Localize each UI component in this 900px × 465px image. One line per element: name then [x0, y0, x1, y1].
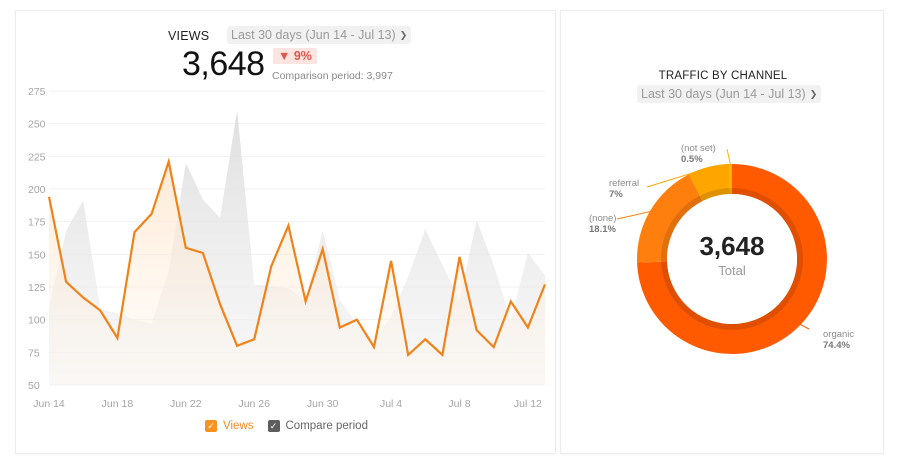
slice-label: (none)	[589, 213, 616, 224]
slice-percentage: 0.5%	[681, 154, 703, 165]
leader-line	[799, 323, 810, 330]
slice-percentage: 18.1%	[589, 224, 616, 235]
views-date-range-dropdown[interactable]: Last 30 days (Jun 14 - Jul 13) ❯	[227, 26, 412, 44]
legend-views-label: Views	[223, 420, 254, 432]
traffic-title: TRAFFIC BY CHANNEL	[658, 70, 788, 82]
donut-total-value: 3,648	[699, 231, 765, 261]
x-tick-label: Jul 8	[448, 398, 470, 410]
slice-percentage: 74.4%	[823, 340, 850, 351]
legend-views-toggle[interactable]: ✓ Views	[205, 420, 254, 432]
x-tick-label: Jul 12	[514, 398, 542, 410]
x-tick-label: Jun 26	[238, 398, 270, 410]
y-tick-label: 125	[28, 282, 46, 294]
donut-hole	[667, 194, 797, 324]
leader-line	[616, 210, 652, 220]
leader-line	[646, 167, 709, 188]
views-line	[47, 157, 547, 358]
y-tick-label: 100	[28, 315, 46, 327]
x-tick-label: Jun 14	[33, 398, 65, 410]
triangle-down-icon: ▼	[278, 49, 291, 63]
delta-value: 9%	[293, 49, 312, 63]
y-tick-label: 275	[28, 86, 46, 98]
x-tick-label: Jun 18	[102, 398, 134, 410]
views-title: VIEWS	[168, 29, 210, 43]
y-axis: 50 75 100 125 150 175 200 225 250 275	[28, 86, 46, 392]
donut-slice-none[interactable]	[637, 174, 703, 263]
x-tick-label: Jul 4	[380, 398, 402, 410]
chevron-down-icon: ❯	[809, 89, 818, 99]
leader-line	[726, 148, 732, 166]
x-tick-label: Jun 30	[307, 398, 339, 410]
views-date-range-label: Last 30 days (Jun 14 - Jul 13)	[231, 28, 396, 42]
donut-slice-notset[interactable]	[729, 164, 732, 195]
legend-compare-label: Compare period	[285, 420, 368, 432]
y-tick-label: 225	[28, 151, 46, 163]
chevron-down-icon: ❯	[399, 30, 408, 40]
slice-label: organic	[823, 329, 854, 340]
views-total: 3,648	[182, 45, 265, 83]
slice-label: (not set)	[681, 143, 716, 154]
y-tick-label: 50	[28, 380, 40, 392]
slice-percentage: 7%	[609, 189, 623, 200]
y-tick-label: 175	[28, 217, 46, 229]
donut-slice-organic[interactable]	[637, 164, 827, 354]
traffic-by-channel-widget: TRAFFIC BY CHANNEL Last 30 days (Jun 14 …	[560, 10, 884, 454]
donut-slice-referral[interactable]	[688, 164, 730, 202]
y-tick-label: 200	[28, 184, 46, 196]
comparison-period-text: Comparison period: 3,997	[272, 70, 393, 82]
chart-legend: ✓ Views ✓ Compare period	[16, 420, 557, 432]
views-widget: VIEWS Last 30 days (Jun 14 - Jul 13) ❯ 3,…	[15, 10, 556, 454]
legend-compare-toggle[interactable]: ✓ Compare period	[267, 420, 368, 432]
traffic-date-range-dropdown[interactable]: Last 30 days (Jun 14 - Jul 13) ❯	[637, 85, 822, 103]
delta-badge: ▼ 9%	[273, 48, 317, 64]
donut-total-label: Total	[718, 263, 746, 278]
slice-label: referral	[609, 178, 639, 189]
y-tick-label: 250	[28, 119, 46, 131]
y-tick-label: 75	[28, 347, 40, 359]
checkbox-checked-icon[interactable]: ✓	[267, 420, 280, 432]
x-tick-label: Jun 22	[170, 398, 202, 410]
traffic-date-range-label: Last 30 days (Jun 14 - Jul 13)	[641, 87, 806, 101]
checkbox-checked-icon[interactable]: ✓	[205, 420, 218, 432]
y-tick-label: 150	[28, 249, 46, 261]
views-area	[49, 161, 545, 385]
donut-inner-shadow	[661, 188, 803, 330]
x-axis: Jun 14 Jun 18 Jun 22 Jun 26 Jun 30 Jul 4 Jul 8…	[33, 398, 542, 410]
